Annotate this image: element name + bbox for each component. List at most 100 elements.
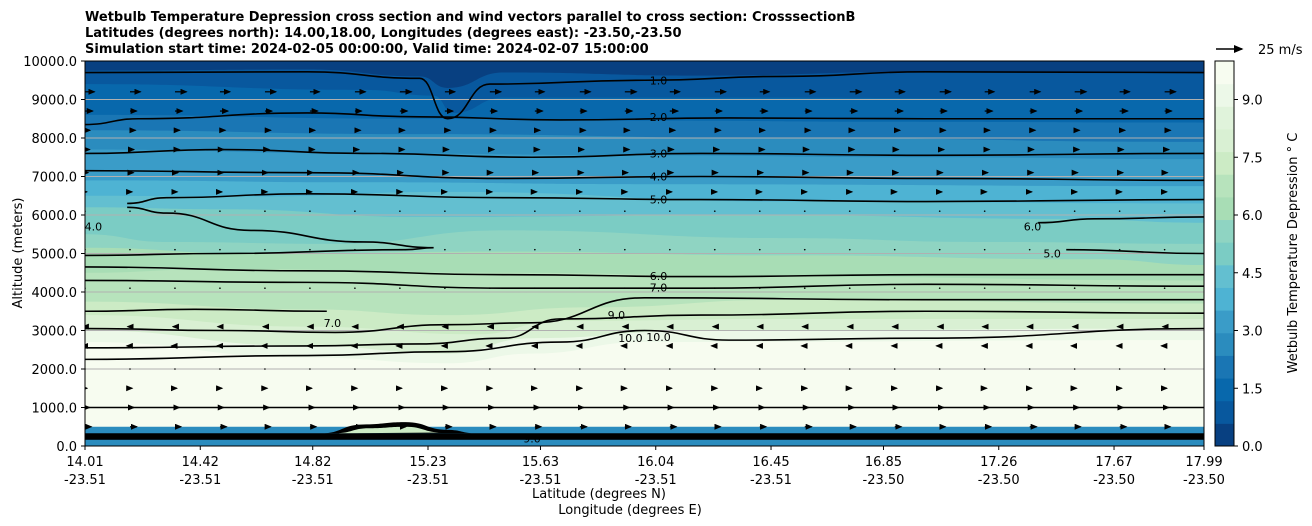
colorbar-segment-5 (1215, 310, 1234, 334)
wind-vector-dot (579, 248, 581, 251)
wind-vector-dot (938, 248, 941, 251)
wind-vector-dot (354, 287, 356, 289)
y-tick-label-0: 0.0 (56, 440, 77, 455)
y-tick-label-1: 1000.0 (32, 402, 78, 417)
contour-line-7-8 (85, 308, 327, 313)
wind-vector-dot (803, 368, 806, 370)
contour-label-5: 6.0 (650, 270, 668, 283)
x-tick-lon-6: -23.51 (750, 473, 792, 488)
wind-vectors (85, 88, 1177, 430)
contour-label-4: 5.0 (650, 194, 668, 207)
wind-vector-dot (444, 368, 446, 370)
wind-vector-dot (893, 368, 896, 370)
wind-vector-dot (758, 287, 761, 289)
wind-vector-dot (1163, 287, 1166, 289)
wind-vector-dot (219, 210, 221, 212)
wind-vector-dot (893, 287, 896, 289)
wind-vector-dot (893, 248, 896, 251)
x-tick-lat-9: 17.67 (1095, 455, 1132, 470)
contour-label-10: 4.0 (85, 221, 103, 234)
colorbar-tick-label-4: 6.0 (1242, 209, 1263, 224)
wind-vector-dot (803, 210, 806, 212)
x-tick-lon-9: -23.50 (1093, 473, 1135, 488)
wind-vector-dot (624, 248, 626, 251)
contour-label-7: 9.0 (608, 309, 626, 322)
wind-vector-dot (1118, 368, 1121, 370)
wind-vector-dot (489, 248, 491, 251)
colorbar-segment-4 (1215, 332, 1234, 356)
wind-vector-dot (129, 368, 131, 370)
contour-line-1-0 (85, 70, 1204, 120)
wind-vector-dot (219, 248, 221, 251)
wind-vector-dot (399, 248, 401, 251)
wind-vector-dot (174, 248, 176, 251)
colorbar-segment-1 (1215, 400, 1234, 424)
wind-vector-dot (1163, 248, 1166, 251)
wind-vector-dot (848, 248, 851, 251)
wind-vector-dot (1163, 368, 1166, 370)
wind-vector-dot (713, 368, 716, 370)
contour-label-14: 9.0 (523, 432, 541, 445)
x-tick-lat-5: 16.04 (637, 455, 674, 470)
x-tick-lon-2: -23.51 (292, 473, 334, 488)
wind-vector-dot (1073, 210, 1076, 212)
wind-vector-dot (669, 248, 671, 251)
surface-bump-fill (335, 426, 443, 434)
y-tick-label-3: 3000.0 (32, 325, 78, 340)
x-tick-lon-1: -23.51 (179, 473, 221, 488)
surface-base-fill (85, 439, 1204, 446)
colorbar-segment-7 (1215, 264, 1234, 288)
wind-vector-dot (1073, 287, 1076, 289)
colorbar-segment-8 (1215, 242, 1234, 266)
x-tick-lon-7: -23.50 (863, 473, 905, 488)
wind-vector-dot (219, 287, 221, 289)
wind-vector-dot (534, 287, 536, 289)
wind-vector-dot (1028, 368, 1031, 370)
colorbar-tick-label-3: 4.5 (1242, 267, 1263, 282)
wind-vector-dot (174, 368, 176, 370)
contour-line-7-7 (85, 279, 1204, 289)
wind-vector-dot (219, 368, 221, 370)
y-tick-label-5: 5000.0 (32, 248, 78, 263)
colorbar-segment-14 (1215, 106, 1234, 130)
colorbar-tick-label-2: 3.0 (1242, 325, 1263, 340)
wind-vector-dot (1073, 368, 1076, 370)
wind-vector-dot (1028, 287, 1031, 289)
contour-line-5-4 (127, 193, 1204, 205)
contour-label-0: 1.0 (650, 74, 668, 87)
wind-vector-dot (174, 210, 176, 212)
wind-vector-dot (399, 368, 401, 370)
wind-vector-dot (848, 210, 851, 212)
colorbar-segment-6 (1215, 287, 1234, 311)
wind-vector-dot (354, 248, 356, 251)
plot-area: 1.02.03.04.05.06.07.09.010.0 10.04.07.06.… (85, 61, 1204, 446)
y-tick-label-7: 7000.0 (32, 171, 78, 186)
contour-label-1: 2.0 (650, 111, 668, 124)
wind-vector-dot (444, 210, 446, 212)
x-axis: 14.01 -23.51 14.42 -23.51 14.82 -23.51 15.23 -2… (64, 446, 1225, 488)
wind-vector-dot (174, 287, 176, 289)
contour-line-5-13 (1066, 248, 1204, 255)
colorbar-segment-15 (1215, 83, 1234, 107)
contour-line-8-9 (85, 296, 1204, 334)
contour-line-6-6 (85, 266, 1204, 278)
colorbar-label: Wetbulb Temperature Depression ° C (1286, 133, 1301, 374)
wind-vector-dot (444, 248, 446, 251)
chart-title-line-3: Simulation start time: 2024-02-05 00:00:… (85, 42, 649, 57)
contour-line-5-12 (1038, 216, 1204, 224)
wind-vector-dot (758, 368, 761, 370)
x-tick-lat-1: 14.42 (182, 455, 219, 470)
wind-vector-dot (624, 368, 626, 370)
wind-vector-dot (669, 210, 671, 212)
wind-vector-dot (713, 210, 716, 212)
wind-vector-dot (1073, 248, 1076, 251)
y-tick-label-4: 4000.0 (32, 286, 78, 301)
colorbar: 0.0 1.5 3.0 4.5 6.0 7.5 9.0 (1215, 61, 1263, 455)
wind-vector-dot (264, 287, 266, 289)
vector-key-label: 25 m/s (1258, 43, 1303, 58)
wind-vector-dot (354, 368, 356, 370)
contour-line-5-5 (85, 206, 434, 257)
wind-vector-dot (713, 287, 716, 289)
x-tick-lat-7: 16.85 (865, 455, 902, 470)
